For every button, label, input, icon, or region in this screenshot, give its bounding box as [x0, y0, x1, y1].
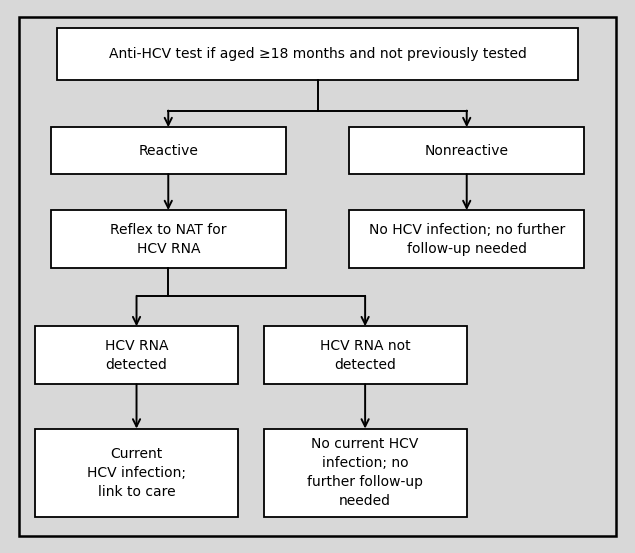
Bar [35, 326, 238, 384]
Bar [264, 326, 467, 384]
Bar [349, 127, 584, 174]
Text: No current HCV
infection; no
further follow-up
needed: No current HCV infection; no further fol… [307, 437, 423, 508]
Text: Reactive: Reactive [138, 144, 198, 158]
Bar [264, 429, 467, 517]
Text: No HCV infection; no further
follow-up needed: No HCV infection; no further follow-up n… [368, 223, 565, 255]
Text: Anti-HCV test if aged ≥18 months and not previously tested: Anti-HCV test if aged ≥18 months and not… [109, 47, 526, 61]
Bar [349, 210, 584, 268]
Text: HCV RNA not
detected: HCV RNA not detected [320, 339, 410, 372]
Bar [35, 429, 238, 517]
Text: HCV RNA
detected: HCV RNA detected [105, 339, 168, 372]
Bar [51, 127, 286, 174]
Text: Current
HCV infection;
link to care: Current HCV infection; link to care [87, 447, 186, 499]
Bar [57, 28, 578, 80]
Text: Nonreactive: Nonreactive [425, 144, 509, 158]
Bar [51, 210, 286, 268]
Text: Reflex to NAT for
HCV RNA: Reflex to NAT for HCV RNA [110, 223, 227, 255]
